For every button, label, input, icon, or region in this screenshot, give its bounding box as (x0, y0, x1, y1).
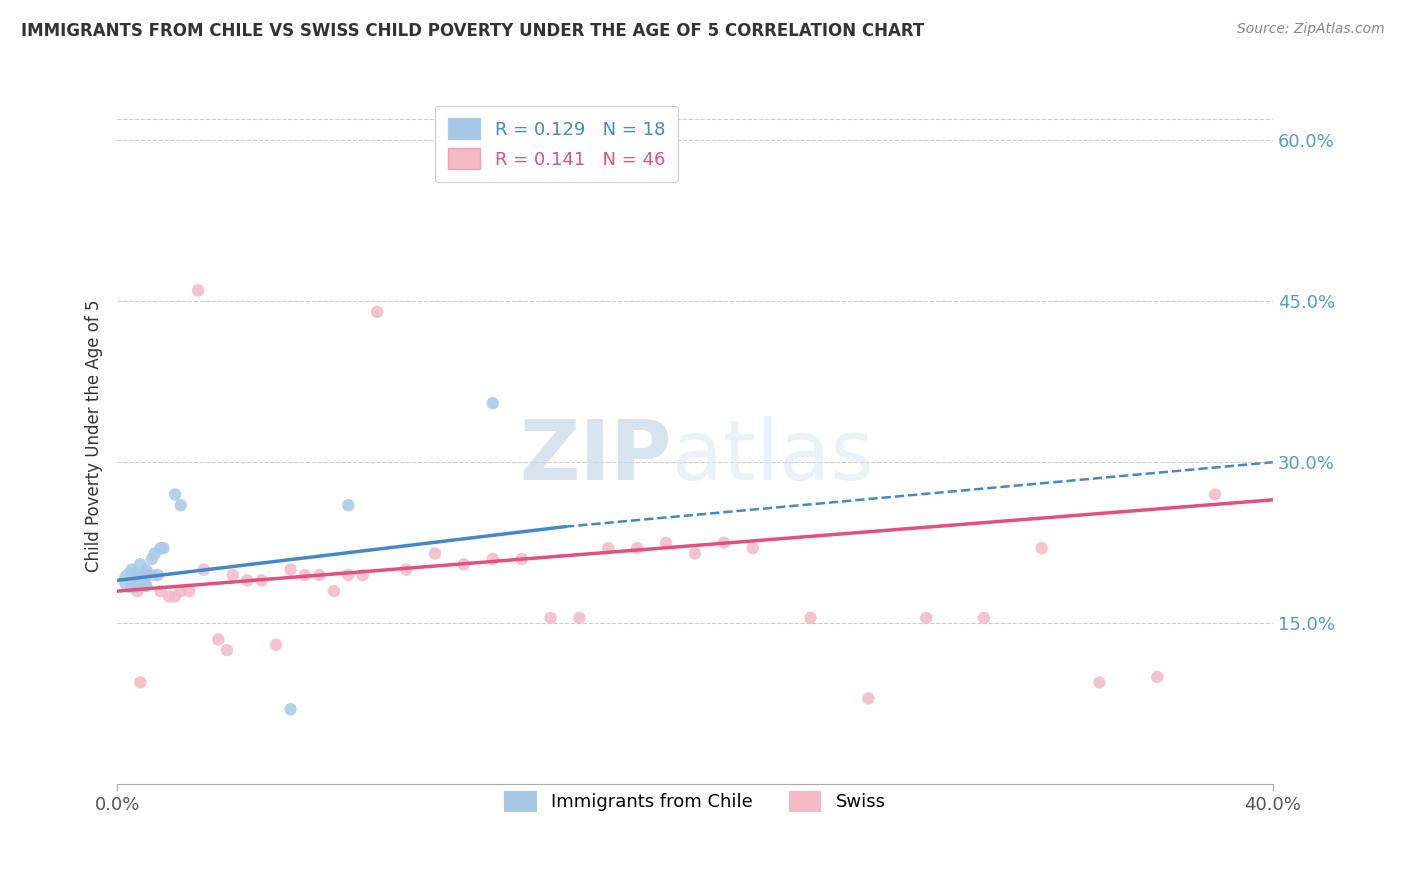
Point (121, 579, 143, 593)
Point (713, 536, 735, 550)
Point (170, 498, 193, 512)
Point (366, 305, 388, 319)
Point (250, 574, 273, 588)
Point (626, 541, 648, 556)
Y-axis label: Child Poverty Under the Age of 5: Child Poverty Under the Age of 5 (86, 299, 103, 572)
Point (143, 547, 166, 561)
Point (127, 579, 149, 593)
Point (222, 568, 245, 582)
Point (149, 541, 172, 556)
Text: ZIP: ZIP (519, 416, 672, 497)
Point (799, 611, 821, 625)
Point (207, 632, 229, 647)
Point (135, 568, 157, 582)
Point (1088, 675, 1111, 690)
Point (179, 584, 201, 599)
Point (915, 611, 938, 625)
Point (308, 568, 330, 582)
Point (741, 541, 763, 556)
Point (453, 558, 475, 572)
Point (1031, 541, 1053, 556)
Point (598, 541, 620, 556)
Legend: Immigrants from Chile, Swiss: Immigrants from Chile, Swiss (492, 778, 898, 824)
Point (322, 584, 344, 599)
Point (423, 547, 446, 561)
Point (193, 563, 215, 577)
Point (858, 691, 880, 706)
Point (481, 552, 503, 566)
Point (135, 579, 157, 593)
Point (215, 643, 238, 657)
Point (152, 541, 174, 556)
Point (568, 611, 591, 625)
Point (141, 552, 163, 566)
Point (121, 574, 143, 588)
Point (510, 552, 533, 566)
Text: Source: ZipAtlas.com: Source: ZipAtlas.com (1237, 22, 1385, 37)
Point (187, 284, 209, 298)
Point (170, 584, 193, 599)
Point (294, 568, 316, 582)
Point (1204, 487, 1226, 501)
Point (127, 584, 149, 599)
Point (163, 590, 186, 604)
Point (135, 579, 157, 593)
Point (337, 498, 360, 512)
Point (280, 563, 302, 577)
Point (129, 568, 152, 582)
Point (146, 568, 169, 582)
Point (264, 638, 287, 652)
Point (129, 675, 152, 690)
Point (163, 487, 186, 501)
Point (236, 574, 259, 588)
Point (540, 611, 562, 625)
Point (337, 568, 360, 582)
Point (149, 584, 172, 599)
Point (352, 568, 374, 582)
Text: IMMIGRANTS FROM CHILE VS SWISS CHILD POVERTY UNDER THE AGE OF 5 CORRELATION CHAR: IMMIGRANTS FROM CHILE VS SWISS CHILD POV… (21, 22, 924, 40)
Point (129, 558, 152, 572)
Point (157, 590, 180, 604)
Point (1146, 670, 1168, 684)
Point (481, 396, 503, 410)
Point (655, 536, 678, 550)
Point (395, 563, 418, 577)
Point (683, 547, 706, 561)
Point (973, 611, 995, 625)
Point (135, 563, 157, 577)
Point (280, 702, 302, 716)
Point (141, 568, 163, 582)
Text: atlas: atlas (672, 416, 873, 497)
Point (121, 563, 143, 577)
